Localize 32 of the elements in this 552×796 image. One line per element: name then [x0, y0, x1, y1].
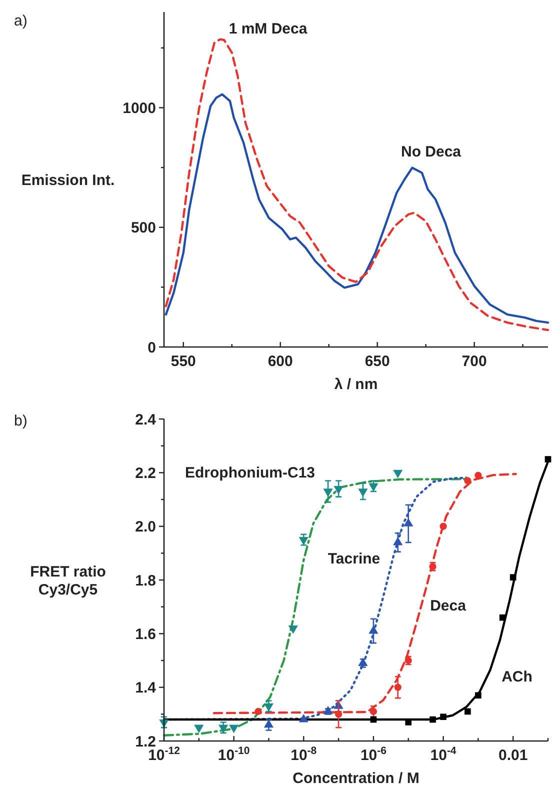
y-tick-label: 500 [130, 220, 156, 237]
y-axis-title: FRET ratio Cy3/Cy5 [30, 563, 106, 598]
y-tick-label: 1000 [122, 100, 156, 117]
text: a) [14, 12, 28, 30]
line-series [164, 93, 550, 324]
annotation: No Deca [400, 143, 462, 160]
y-tick-label: 2.2 [135, 464, 156, 482]
annotation: 1 mM Deca [228, 20, 308, 38]
x-tick-label: 700 [462, 353, 487, 370]
y-tick-label: 1.6 [135, 626, 156, 643]
annotation: Deca [430, 597, 467, 614]
y-tick-label: 2.0 [135, 518, 156, 536]
x-tick-label: 0.01 [498, 747, 528, 764]
line-series [164, 38, 550, 332]
x-axis-title: Concentration / M [292, 770, 420, 787]
x-axis-title: λ / nm [334, 376, 378, 393]
x-tick-label: 10$^{-4}$ [430, 745, 456, 764]
x-tick-label: 650 [364, 353, 390, 370]
annotation: ACh [502, 668, 532, 686]
y-tick-label: 0 [148, 339, 156, 356]
x-tick-label: 10$^{-10}$ [218, 745, 250, 764]
y-tick-label: 2.4 [135, 411, 157, 428]
y-tick-label: 1.8 [135, 572, 156, 590]
annotation: Tacrine [328, 550, 380, 568]
x-tick-label: 10$^{-8}$ [290, 745, 317, 764]
x-tick-label: 600 [268, 353, 293, 370]
y-tick-label: 1.4 [135, 680, 157, 697]
x-tick-label: 550 [170, 353, 196, 370]
y-axis-title: Emission Int. [21, 172, 115, 189]
annotation: Edrophonium-C13 [185, 464, 315, 482]
x-tick-label: 10$^{-6}$ [360, 745, 387, 764]
text: b) [14, 412, 28, 430]
